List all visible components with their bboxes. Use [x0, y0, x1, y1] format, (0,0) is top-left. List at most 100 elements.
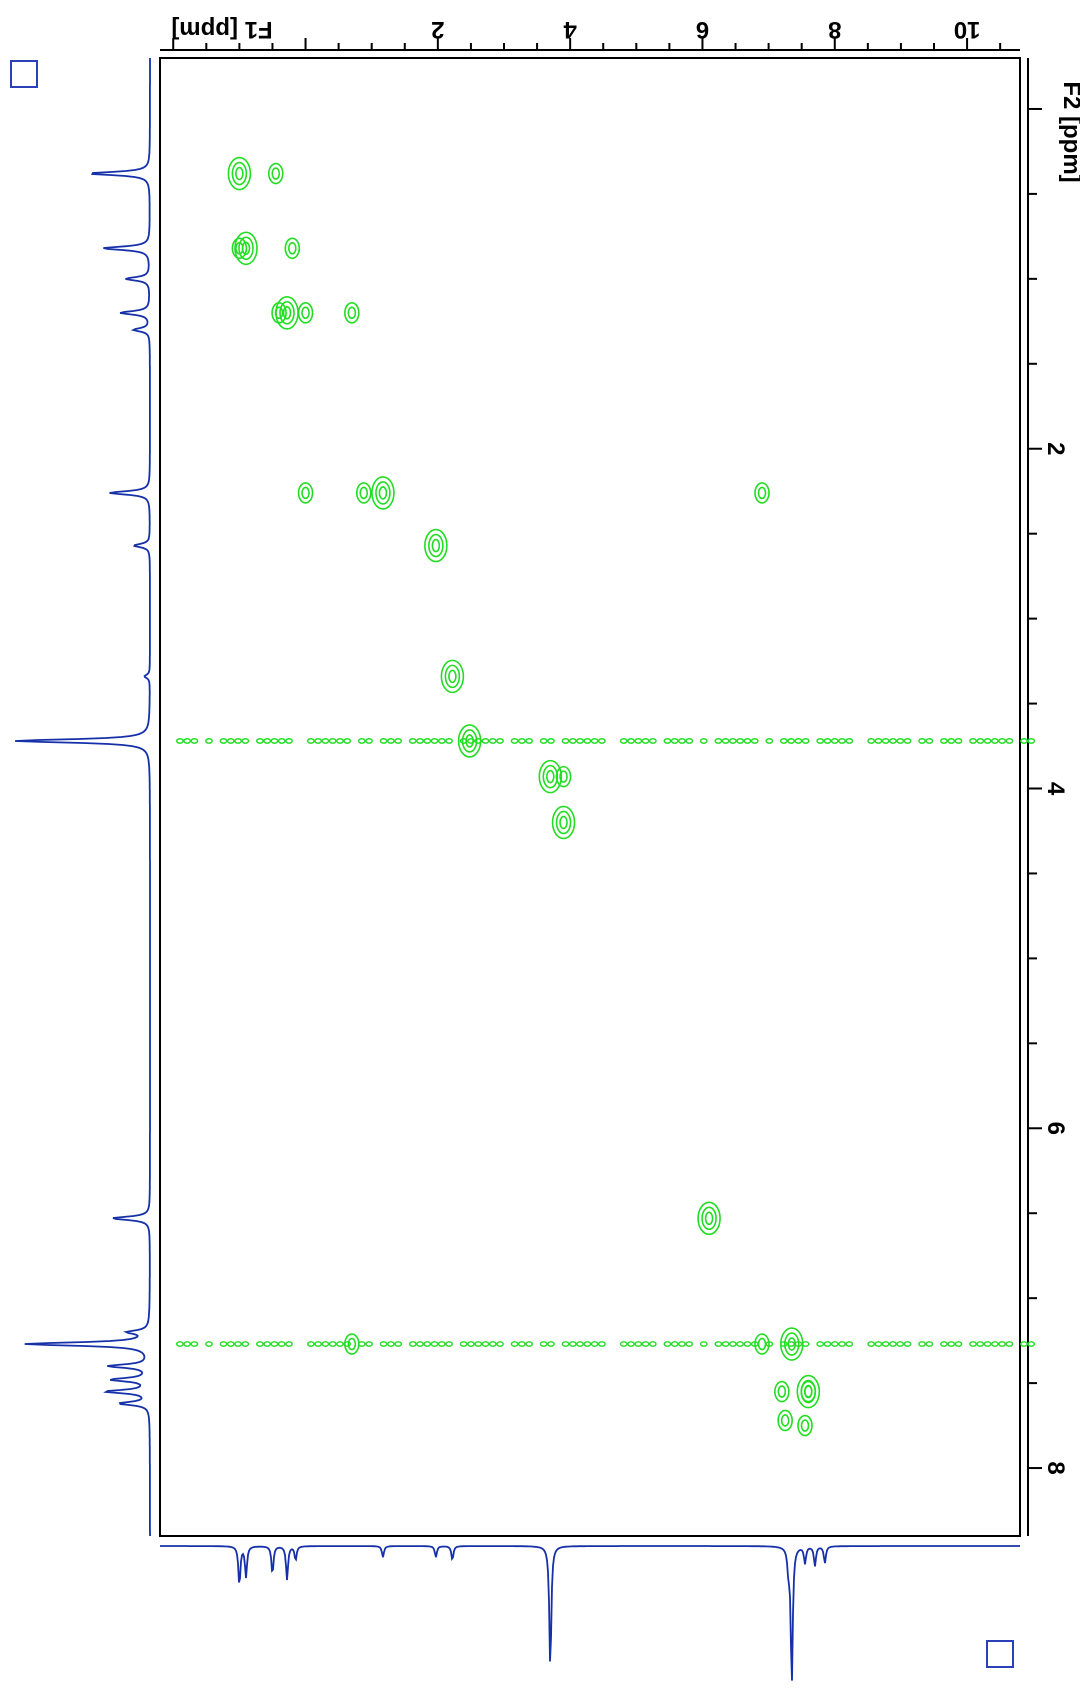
contour-ring [538, 759, 563, 794]
t1-noise-dot [437, 1341, 446, 1347]
t1-noise-dot [394, 738, 403, 744]
t1-noise-dot [699, 1341, 708, 1347]
t1-noise-dot [590, 738, 599, 744]
f1-tick-label: 4 [563, 16, 577, 43]
t1-noise-dot [255, 738, 264, 744]
f1-axis-label: F1 [ppm] [171, 16, 272, 43]
contour-ring [457, 724, 482, 758]
f1-tick-label: 6 [696, 16, 709, 43]
t1-noise-dot [969, 1341, 977, 1347]
contour-ring [297, 482, 314, 504]
t1-noise-dot [976, 1341, 985, 1347]
t1-noise-dot [998, 1341, 1007, 1347]
t1-noise-dot [510, 738, 519, 744]
t1-noise-dot [336, 1341, 344, 1347]
t1-noise-dot [255, 1341, 264, 1347]
t1-noise-dot [416, 1341, 424, 1347]
t1-noise-dot [947, 1341, 956, 1347]
t1-noise-dot [721, 1341, 730, 1347]
f2-axis: 2 4 6 8 [1027, 58, 1069, 1536]
f1-tick-label: 2 [431, 16, 444, 43]
t1-noise-dot [481, 738, 490, 744]
t1-noise-dot [736, 1341, 745, 1347]
t1-noise-dot [481, 1341, 490, 1347]
t1-noise-dot [598, 738, 606, 744]
t1-noise-dot [867, 1341, 876, 1347]
contour-ring [701, 1206, 717, 1231]
contour-ring [238, 236, 254, 261]
t1-noise-dot [190, 738, 199, 744]
t1-noise-dot [685, 1341, 694, 1347]
f1-projection-spectrum [160, 1545, 1020, 1681]
t1-noise-dot [474, 1341, 483, 1347]
t1-noise-dot [306, 738, 315, 744]
contour-ring [444, 664, 461, 689]
t1-noise-dot [1005, 1341, 1014, 1347]
t1-noise-dot [539, 738, 548, 744]
contour-ring [355, 482, 372, 504]
t1-noise-dot [343, 1341, 352, 1347]
t1-noise-dot [226, 1341, 235, 1347]
t1-noise-dot [794, 738, 803, 744]
t1-noise-dot [568, 1341, 577, 1347]
t1-noise-dot [219, 738, 228, 744]
t1-noise-dot [423, 738, 432, 744]
t1-noise-dot [437, 738, 446, 744]
t1-noise-dot [561, 738, 570, 744]
t1-noise-dot [845, 1341, 854, 1347]
cross-peak [231, 237, 248, 260]
t1-noise-dot [445, 1341, 453, 1347]
t1-noise-dot [743, 1341, 752, 1347]
t1-noise-dot [634, 738, 643, 744]
t1-noise-dot [903, 738, 912, 744]
contour-ring [783, 1332, 800, 1356]
t1-noise-dot [175, 738, 184, 744]
t1-noise-dot [663, 1341, 672, 1347]
t1-noise-dot [714, 738, 723, 744]
t1-noise-dot [830, 738, 839, 744]
t1-noise-dot [568, 738, 577, 744]
t1-noise-dot [983, 738, 992, 744]
t1-noise-dot [277, 1341, 286, 1347]
t1-noise-dot [874, 1341, 883, 1347]
t1-noise-dot [430, 738, 439, 744]
t1-noise-dot [314, 1341, 323, 1347]
contour-peaks [227, 156, 821, 1437]
contour-ring [347, 306, 357, 320]
t1-noise-dot [663, 738, 672, 744]
cross-peak [344, 302, 360, 324]
t1-noise-dot [940, 1341, 948, 1347]
contour-ring [235, 166, 244, 181]
contour-ring [797, 1414, 813, 1437]
t1-noise-dot [983, 1341, 992, 1347]
t1-noise-dot [488, 1341, 497, 1347]
t1-noise-dot [263, 1341, 272, 1347]
t1-noise-dot [678, 738, 686, 744]
t1-noise-dot [539, 1341, 548, 1347]
t1-noise-dot [583, 738, 592, 744]
t1-noise-dot [576, 1341, 584, 1347]
f2-tick-label: 8 [1042, 1461, 1069, 1474]
diagonal-peak [697, 1201, 721, 1236]
t1-noise-dot [976, 738, 985, 744]
t1-noise-dot [386, 1341, 395, 1347]
contour-ring [780, 1414, 790, 1427]
t1-noise-dot [947, 738, 956, 744]
diagonal-peak [234, 231, 258, 266]
contour-ring [757, 1337, 767, 1351]
t1-noise-dot [590, 1341, 599, 1347]
t1-noise-dot [234, 1341, 242, 1347]
t1-noise-dot [263, 738, 272, 744]
t1-noise-dot [750, 738, 759, 744]
contour-ring [774, 1380, 790, 1403]
contour-ring [424, 528, 448, 563]
t1-noise-dot [889, 1341, 897, 1347]
t1-noise-dot [969, 738, 977, 744]
t1-noise-dot [743, 738, 752, 744]
t1-noise-dot [583, 1341, 592, 1347]
contour-ring [704, 1211, 714, 1226]
contour-ring [440, 659, 465, 694]
t1-noise-dot [598, 1341, 606, 1347]
contour-ring [235, 241, 244, 255]
cross-peak [754, 482, 770, 504]
